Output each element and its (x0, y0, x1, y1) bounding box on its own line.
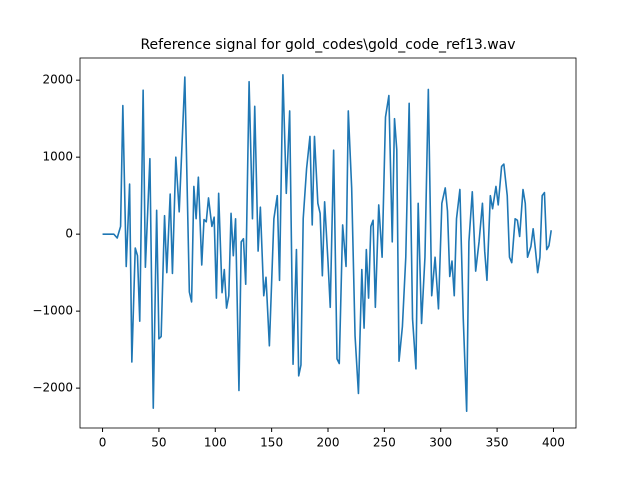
x-tick-label: 250 (373, 436, 396, 450)
x-tick-label: 100 (204, 436, 227, 450)
x-tick-label: 0 (99, 436, 107, 450)
x-tick-label: 350 (486, 436, 509, 450)
y-tick-label: 2000 (42, 73, 73, 87)
data-line (102, 73, 552, 413)
y-tick-label: −2000 (32, 381, 73, 395)
axes-frame (79, 57, 577, 429)
y-tick-label: −1000 (32, 304, 73, 318)
x-tick-label: 400 (542, 436, 565, 450)
y-tick-label: 1000 (42, 150, 73, 164)
x-tick-label: 50 (151, 436, 166, 450)
chart-title: Reference signal for gold_codes\gold_cod… (140, 37, 515, 53)
x-tick-label: 150 (260, 436, 283, 450)
x-tick-label: 300 (429, 436, 452, 450)
y-tick-label: 0 (65, 227, 73, 241)
x-tick-label: 200 (317, 436, 340, 450)
